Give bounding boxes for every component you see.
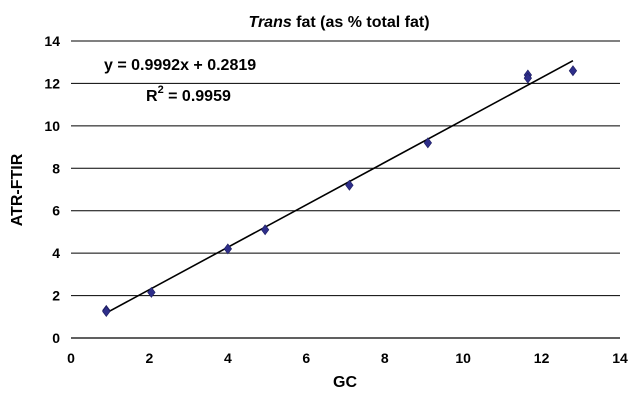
- y-axis-title: ATR-FTIR: [9, 153, 26, 226]
- data-point: [345, 179, 354, 191]
- y-tick-label: 0: [52, 330, 60, 346]
- data-point: [523, 72, 532, 84]
- x-tick-labels: 0 2 4 6 8 10 12 14: [67, 350, 628, 366]
- x-tick-label: 2: [146, 350, 154, 366]
- data-point: [423, 137, 432, 149]
- x-tick-label: 10: [455, 350, 471, 366]
- x-tick-label: 0: [67, 350, 75, 366]
- data-points: [102, 65, 578, 317]
- data-point: [147, 286, 156, 298]
- y-tick-label: 4: [52, 245, 60, 261]
- x-tick-label: 4: [224, 350, 232, 366]
- data-point: [102, 305, 111, 317]
- r-squared: R2 = 0.9959: [146, 84, 231, 105]
- r-squared-superscript: 2: [158, 84, 164, 96]
- chart-title-rest: fat (as % total fat): [292, 14, 430, 31]
- chart-title: Trans fat (as % total fat): [248, 14, 429, 31]
- x-tick-label: 14: [612, 350, 628, 366]
- data-point: [568, 65, 578, 77]
- y-tick-label: 14: [44, 33, 60, 49]
- x-tick-label: 6: [302, 350, 310, 366]
- y-tick-label: 2: [52, 288, 60, 304]
- trendline-group: [105, 59, 574, 314]
- y-tick-label: 12: [44, 75, 60, 91]
- r-squared-label: R: [146, 88, 158, 105]
- regression-equation: y = 0.9992x + 0.2819: [104, 57, 256, 74]
- chart-title-italic: Trans: [248, 14, 291, 31]
- gridlines: [71, 40, 620, 297]
- trendline: [105, 59, 574, 314]
- data-point: [260, 224, 270, 236]
- data-point: [223, 243, 232, 255]
- y-tick-label: 6: [52, 203, 60, 219]
- r-squared-value: = 0.9959: [164, 88, 231, 105]
- y-tick-labels: 0 2 4 6 8 10 12 14: [44, 33, 60, 346]
- y-tick-label: 10: [44, 118, 60, 134]
- x-axis-title: GC: [333, 374, 357, 391]
- x-tick-label: 12: [534, 350, 550, 366]
- x-tick-label: 8: [381, 350, 389, 366]
- y-tick-label: 8: [52, 160, 60, 176]
